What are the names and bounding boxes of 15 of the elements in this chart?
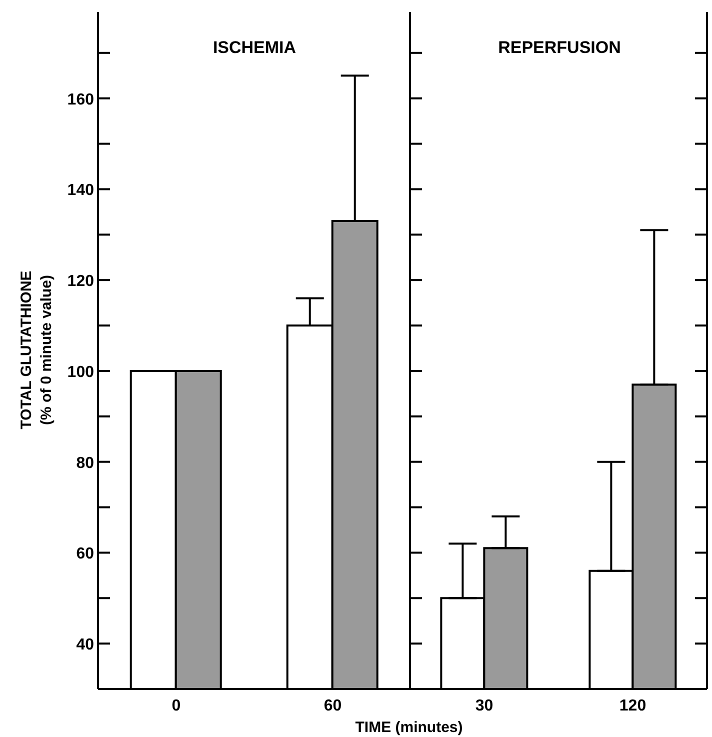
x-tick-label: 60: [324, 697, 342, 714]
y-tick-label: 120: [67, 273, 94, 290]
y-tick-label: 60: [76, 546, 94, 563]
y-tick-label: 160: [67, 91, 94, 108]
x-tick-label: 0: [172, 697, 181, 714]
y-tick-label: 80: [76, 454, 94, 472]
x-tick-label: 30: [475, 697, 494, 714]
y-tick-label: 140: [67, 182, 94, 200]
x-tick-label: 120: [619, 697, 646, 714]
text: ISCHEMIA: [212, 38, 298, 58]
y-tick-label: 100: [67, 364, 94, 381]
y-tick-label: 40: [76, 636, 94, 654]
y-axis-title: TOTAL GLUTATHIONE (% of 0 minute value): [17, 270, 56, 430]
text: REPERFUSION: [497, 38, 622, 58]
x-axis-title: TIME (minutes): [355, 719, 463, 736]
